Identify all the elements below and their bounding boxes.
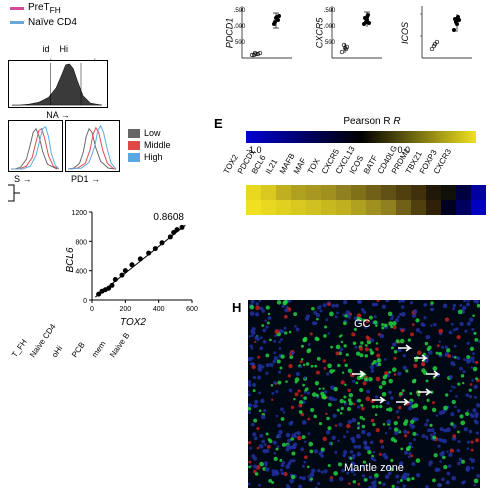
heatmap-row: [246, 200, 486, 215]
heatmap-cell: [471, 185, 486, 200]
svg-text:1500: 1500: [324, 8, 336, 14]
scatter-r-value: 0.8608: [153, 212, 184, 223]
svg-text:800: 800: [75, 239, 87, 246]
histogram-plot: [8, 60, 108, 108]
legend-item: Naïve CD4: [10, 17, 77, 28]
svg-text:400: 400: [153, 306, 165, 313]
svg-text:400: 400: [75, 269, 87, 276]
heatmap-panel: Pearson R R -1.0 0.0 TOX2PDCD1BCL6IL21MA…: [228, 116, 486, 215]
legend-label: Naïve CD4: [28, 17, 77, 28]
legend-label: Middle: [144, 140, 171, 150]
axis-ylabel: CXCR5: [314, 18, 324, 49]
heatmap-column-labels: TOX2PDCD1BCL6IL21MAFBMAFTOXCXCR5CXCL13IC…: [246, 157, 486, 185]
heatmap-cell: [321, 185, 336, 200]
gc-label: GC: [354, 318, 371, 330]
heatmap-cell: [351, 200, 366, 215]
legend-label: PreTFH: [28, 2, 61, 15]
svg-text:0: 0: [83, 298, 87, 305]
heatmap-cell: [411, 185, 426, 200]
histogram-xlabel: NA →: [8, 110, 108, 120]
svg-text:1500: 1500: [234, 8, 246, 14]
legend-cell-types: PreTFH Naïve CD4: [10, 2, 77, 30]
heatmap-cell: [306, 200, 321, 215]
category-label: PCB: [70, 341, 87, 360]
category-label: oHi: [50, 344, 64, 359]
heatmap-cell: [456, 185, 471, 200]
heatmap-cell: [381, 200, 396, 215]
legend-swatch: [10, 21, 24, 24]
histogram-gate-labels: id Hi ↓ ↓: [8, 44, 108, 58]
histogram-panel: id Hi ↓ ↓ NA →: [8, 44, 108, 120]
scatter-icos: ICOS: [400, 2, 478, 64]
flow-xlabel: PD1 →: [65, 174, 120, 184]
legend-swatch: [128, 141, 140, 150]
legend-label: Low: [144, 128, 161, 138]
scatter-pdcd1: PDCD1 1500 1000 500: [220, 2, 298, 64]
heatmap-cell: [321, 200, 336, 215]
heatmap-cell: [441, 200, 456, 215]
heatmap-cell: [336, 200, 351, 215]
heatmap-cell: [306, 185, 321, 200]
scatter-row-top: PDCD1 1500 1000 500 CX: [220, 2, 478, 64]
flow-overlay-panels: S → PD1 →: [8, 120, 120, 184]
heatmap-cell: [426, 185, 441, 200]
heatmap-cell: [441, 185, 456, 200]
heatmap-cell: [246, 200, 261, 215]
axis-ylabel: ICOS: [400, 22, 410, 44]
svg-text:500: 500: [325, 40, 336, 46]
legend-label: High: [144, 152, 163, 162]
axis-ylabel: BCL6: [65, 247, 76, 272]
legend-item: PreTFH: [10, 2, 77, 15]
heatmap-cell: [291, 185, 306, 200]
heatmap-cell: [276, 200, 291, 215]
flow-panel: S →: [8, 120, 63, 184]
heatmap-cell: [261, 185, 276, 200]
dendrogram-icon: [6, 178, 20, 208]
mantle-label: Mantle zone: [344, 462, 404, 474]
flow-panel: PD1 →: [65, 120, 120, 184]
heatmap-cell: [411, 200, 426, 215]
heatmap-cell: [246, 185, 261, 200]
heatmap-cell: [366, 200, 381, 215]
heatmap-cell: [366, 185, 381, 200]
heatmap-cell: [261, 200, 276, 215]
legend-swatch: [128, 153, 140, 162]
svg-text:1200: 1200: [71, 210, 87, 217]
heatmap-cell: [456, 200, 471, 215]
heatmap-cell: [471, 200, 486, 215]
colorbar: [246, 131, 476, 143]
svg-text:500: 500: [235, 40, 246, 46]
heatmap-cell: [276, 185, 291, 200]
scatter-cxcr5: CXCR5 1500 1000 500: [310, 2, 388, 64]
category-label: T_FH: [10, 338, 29, 360]
scatter-bcl6-tox2: 0.8608 BCL6 TOX2 040080012000200400600: [68, 206, 198, 314]
legend-swatch: [10, 7, 24, 10]
axis-ylabel: PDCD1: [224, 18, 234, 49]
svg-text:0: 0: [90, 306, 94, 313]
heatmap-rows: [246, 185, 486, 215]
legend-swatch: [128, 129, 140, 138]
gate-label-hi: Hi: [60, 44, 69, 58]
heatmap-cell: [336, 185, 351, 200]
heatmap-cell: [396, 185, 411, 200]
microscopy-image: GC Mantle zone: [248, 300, 480, 488]
panel-letter-e: E: [214, 116, 223, 131]
heatmap-cell: [396, 200, 411, 215]
heatmap-row: [246, 185, 486, 200]
heatmap-title: Pearson R R: [258, 116, 486, 127]
svg-text:200: 200: [119, 306, 131, 313]
category-label: mem: [90, 339, 108, 359]
panel-letter-h: H: [232, 300, 241, 315]
category-label: Naive B: [108, 331, 131, 359]
svg-text:600: 600: [186, 306, 198, 313]
heatmap-cell: [426, 200, 441, 215]
svg-text:1000: 1000: [324, 24, 336, 30]
legend-low-mid-high: Low Middle High: [128, 128, 171, 164]
axis-xlabel: TOX2: [120, 317, 146, 328]
heatmap-cell: [291, 200, 306, 215]
svg-text:1000: 1000: [234, 24, 246, 30]
heatmap-cell: [351, 185, 366, 200]
heatmap-cell: [381, 185, 396, 200]
